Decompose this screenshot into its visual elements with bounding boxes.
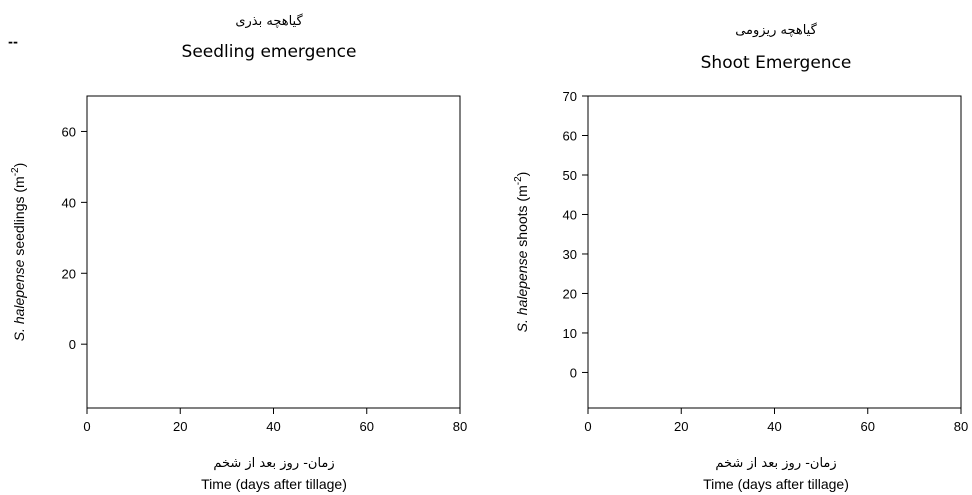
chart-left-ytick-label: 0 <box>69 337 76 352</box>
chart-right-ytick-label: 70 <box>563 89 577 104</box>
chart-left-xtick-label: 20 <box>173 419 187 434</box>
chart-right-title-fa: گیاهچه ریزومی <box>735 22 817 38</box>
chart-right-xtick-label: 0 <box>584 419 591 434</box>
chart-right-ytick-label: 20 <box>563 286 577 301</box>
stray-mark: -- <box>8 35 18 49</box>
chart-left-xlabel: Time (days after tillage) <box>201 476 347 492</box>
chart-right-ytick-label: 0 <box>570 365 577 380</box>
chart-left-ytick-label: 40 <box>62 195 76 210</box>
chart-left-xtick-label: 60 <box>360 419 374 434</box>
chart-right-ytick-label: 50 <box>563 168 577 183</box>
chart-right-ylabel-close: ) <box>514 172 530 177</box>
chart-right-ytick-label: 40 <box>563 207 577 222</box>
chart-left-ylabel-prefix: S. halepense <box>11 259 27 341</box>
chart-right-ylabel-prefix: S. halepense <box>514 250 530 332</box>
chart-left-ylabel-sup: -2 <box>10 167 21 176</box>
chart-left-ytick-label: 60 <box>62 124 76 139</box>
chart-left-title-fa: گیاهچه بذری <box>235 13 303 29</box>
chart-right-ylabel-rest: shoots (m <box>514 185 530 250</box>
chart-left-ylabel-close: ) <box>11 163 27 168</box>
chart-left-title: Seedling emergence <box>182 42 357 62</box>
chart-left-ytick-label: 20 <box>62 266 76 281</box>
chart-right-xlabel: Time (days after tillage) <box>703 476 849 492</box>
chart-right-title: Shoot Emergence <box>701 53 852 73</box>
chart-right-xtick-label: 20 <box>674 419 688 434</box>
chart-right-xtick-label: 60 <box>861 419 875 434</box>
chart-left-xtick-label: 80 <box>453 419 467 434</box>
chart-left-ylabel: S. halepense seedlings (m-2) <box>10 163 27 342</box>
chart-right-plot-area <box>587 95 962 409</box>
chart-right-ylabel-sup: -2 <box>513 176 524 185</box>
chart-right-xlabel-fa: زمان- روز بعد از شخم <box>715 456 836 471</box>
chart-right-ytick-label: 10 <box>563 326 577 341</box>
chart-left-xtick-label: 40 <box>266 419 280 434</box>
chart-right: گیاهچه ریزومی Shoot Emergence 0 20 40 60 800… <box>513 22 968 492</box>
chart-left-xtick-label: 0 <box>83 419 90 434</box>
chart-left: گیاهچه بذری Seedling emergence 0 20 40 60 80… <box>10 13 467 492</box>
chart-right-ytick-label: 60 <box>563 128 577 143</box>
chart-right-ylabel: S. halepense shoots (m-2) <box>513 172 530 333</box>
chart-right-xtick-label: 40 <box>767 419 781 434</box>
chart-right-ytick-label: 30 <box>563 247 577 262</box>
chart-left-plot-area <box>86 95 461 409</box>
chart-left-ylabel-rest: seedlings (m <box>11 176 27 259</box>
chart-right-xtick-label: 80 <box>954 419 968 434</box>
chart-left-ticks: 0 20 40 60 80 0 20 40 60 <box>62 124 468 434</box>
chart-left-xlabel-fa: زمان- روز بعد از شخم <box>213 456 334 471</box>
chart-right-ticks: 0 20 40 60 80 0 10 20 30 40 50 60 70 <box>563 89 969 434</box>
